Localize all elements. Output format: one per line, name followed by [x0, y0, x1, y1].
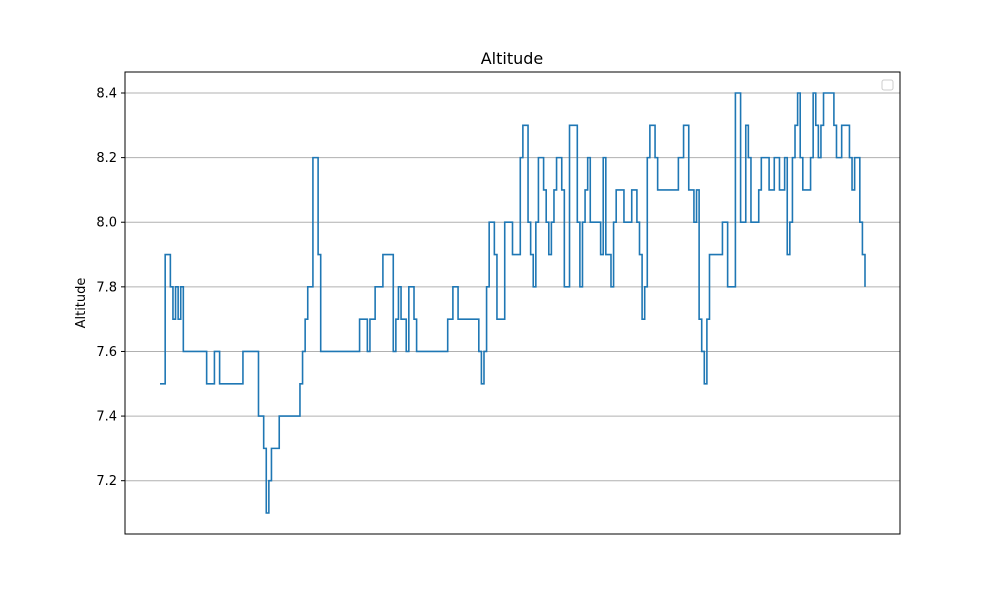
y-tick-label: 8.2 [96, 151, 117, 166]
series-line [160, 92, 866, 514]
y-axis-ticks: 7.2 7.4 7.6 7.8 8.0 8.2 8.4 [96, 87, 125, 489]
y-tick-label: 7.2 [96, 474, 117, 489]
y-tick-label: 7.6 [96, 345, 117, 360]
y-tick-label: 7.8 [96, 280, 117, 295]
y-axis-label: Altitude [74, 278, 89, 329]
y-tick-label: 7.4 [96, 410, 117, 425]
legend-box [881, 79, 894, 91]
y-tick-label: 8.0 [96, 216, 117, 231]
chart-title: Altitude [481, 49, 544, 68]
plot-frame [124, 71, 901, 535]
y-tick-label: 8.4 [96, 87, 117, 102]
plot-area [125, 72, 900, 534]
